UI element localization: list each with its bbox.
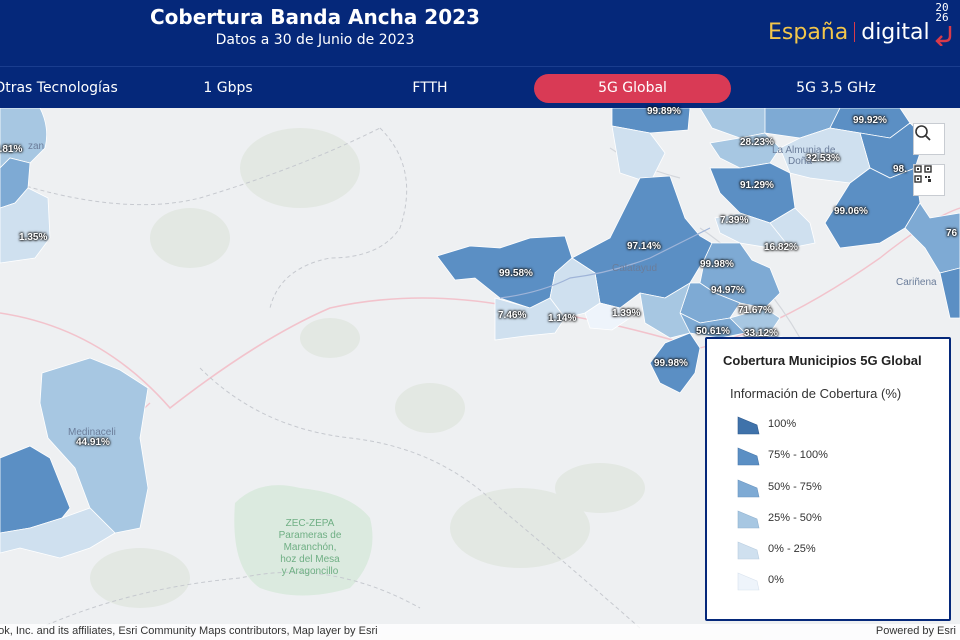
legend-label: 0% [768, 574, 784, 586]
coverage-label: 99.92% [853, 115, 887, 126]
map-attribution: ook, Inc. and its affiliates, Esri Commu… [0, 624, 960, 640]
protected-area-line: ZEC-ZEPA [285, 518, 335, 529]
legend-subtitle: Información de Cobertura (%) [730, 386, 902, 401]
coverage-label: 99.06% [834, 206, 868, 217]
logo-year-top: 20 [935, 1, 949, 14]
legend-swatch [737, 572, 760, 591]
coverage-label: 91.29% [740, 180, 774, 191]
legend-label: 100% [768, 418, 797, 430]
tab-1-gbps[interactable]: 1 Gbps [203, 80, 253, 96]
coverage-label: 7.46% [498, 310, 527, 321]
tab-ftth[interactable]: FTTH [412, 80, 448, 96]
legend-title: Cobertura Municipios 5G Global [723, 353, 922, 368]
legend-swatch [737, 416, 760, 435]
coverage-label: 44.91% [76, 437, 110, 448]
coverage-label: 1.39% [612, 308, 641, 319]
coverage-label: 50.61% [696, 326, 730, 337]
coverage-label: 16.82% [764, 242, 798, 253]
tab-otras-tecnologias[interactable]: Otras Tecnologías [0, 80, 118, 96]
tab-bar: Otras Tecnologías 1 Gbps FTTH 5G Global … [0, 66, 960, 108]
coverage-label: 71.67% [738, 305, 772, 316]
protected-area-line: hoz del Mesa [280, 554, 340, 565]
qr-code-button[interactable] [913, 164, 945, 196]
place-label: Cariñena [896, 277, 937, 288]
terrain-layer [90, 128, 645, 608]
search-button[interactable] [913, 123, 945, 155]
qr-code-icon [914, 165, 932, 183]
municipality-layer [0, 108, 960, 559]
logo-year: 20 26 [934, 1, 950, 24]
coverage-label: 99.89% [647, 106, 681, 117]
river-line [499, 227, 711, 299]
page-title: Cobertura Banda Ancha 2023 [150, 5, 480, 29]
coverage-label: 99.98% [700, 259, 734, 270]
legend-label: 0% - 25% [768, 543, 816, 555]
logo-year-bottom: 26 [935, 11, 949, 24]
coverage-label: 32.53% [806, 153, 840, 164]
legend-label: 50% - 75% [768, 481, 822, 493]
coverage-label: 99.58% [499, 268, 533, 279]
coverage-label: 99.98% [654, 358, 688, 369]
place-label: La Almunia de [772, 145, 836, 156]
coverage-label: 1.14% [548, 313, 577, 324]
map-canvas[interactable] [0, 108, 960, 640]
place-label: Calatayud [612, 263, 658, 274]
coverage-label: 3.81% [0, 144, 23, 155]
coverage-label: 98. [893, 164, 907, 175]
search-icon [915, 125, 931, 141]
attribution-text: ook, Inc. and its affiliates, Esri Commu… [0, 625, 378, 637]
coverage-label: 7.39% [720, 215, 749, 226]
legend-swatch [737, 447, 760, 466]
coverage-label: 97.14% [627, 241, 661, 252]
coverage-label: 76 [946, 228, 958, 239]
coverage-label: 1.35% [19, 232, 48, 243]
legend-swatch [737, 510, 760, 529]
header: Cobertura Banda Ancha 2023 Datos a 30 de… [0, 0, 960, 66]
coverage-label: 28.23% [740, 137, 774, 148]
coverage-label: 33.12% [744, 328, 778, 339]
map-legend: Cobertura Municipios 5G Global Informaci… [705, 337, 951, 621]
coverage-label: 94.97% [711, 285, 745, 296]
protected-area-shape [234, 485, 373, 596]
legend-label: 75% - 100% [768, 449, 828, 461]
protected-area-line: Maranchón, [283, 542, 337, 553]
logo-arrow-icon [935, 26, 952, 46]
page-subtitle: Datos a 30 de Junio de 2023 [215, 32, 415, 48]
tab-5g-global[interactable]: 5G Global [534, 74, 731, 103]
legend-swatch [737, 541, 760, 560]
logo-part-espana: España [768, 20, 849, 45]
powered-by-esri-link[interactable]: Powered by Esri [875, 625, 956, 637]
espana-digital-logo: España digital [768, 20, 930, 48]
logo-separator [854, 22, 856, 42]
place-label: Doña [788, 156, 812, 167]
place-label: Medinaceli [68, 427, 116, 438]
protected-area-line: Parameras de [278, 530, 342, 541]
legend-swatch [737, 479, 760, 498]
tab-5g-3-5-ghz[interactable]: 5G 3,5 GHz [796, 80, 876, 96]
protected-area-label: ZEC-ZEPA Parameras de Maranchón, hoz del… [262, 518, 358, 578]
logo-part-digital: digital [861, 20, 930, 45]
legend-label: 25% - 50% [768, 512, 822, 524]
place-label: zan [28, 141, 45, 152]
protected-area-line: y Aragoncillo [281, 566, 339, 577]
